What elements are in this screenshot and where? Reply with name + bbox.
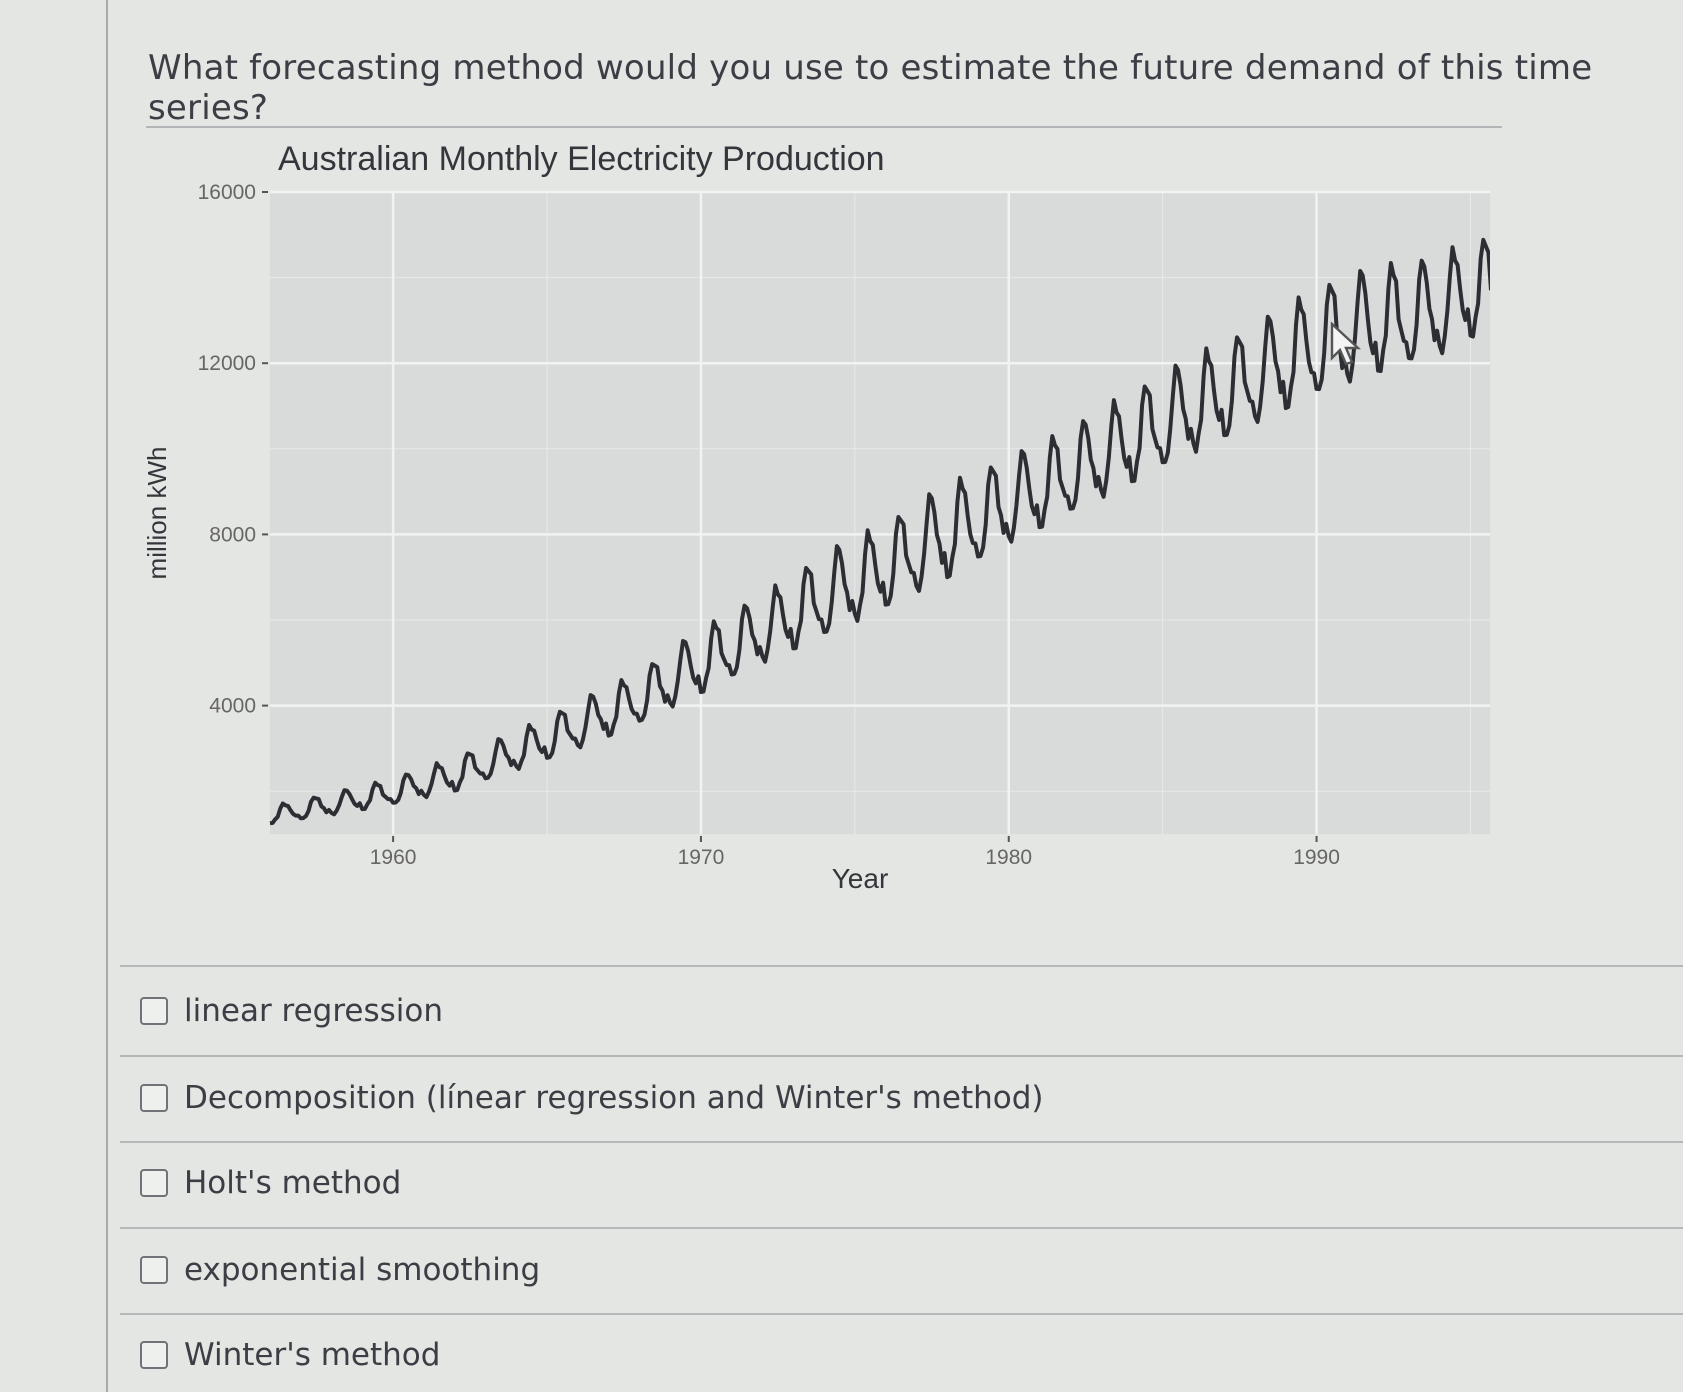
mouse-cursor-icon bbox=[1330, 322, 1362, 366]
option-divider bbox=[120, 1313, 1683, 1315]
y-axis-ticks: 4000 8000 12000 16000 bbox=[198, 181, 268, 718]
electricity-chart: Australian Monthly Electricity Productio… bbox=[140, 140, 1493, 910]
svg-text:16000: 16000 bbox=[198, 181, 256, 204]
option-divider bbox=[120, 1141, 1683, 1143]
option-label: linear regression bbox=[184, 993, 444, 1029]
svg-text:8000: 8000 bbox=[209, 523, 256, 546]
svg-text:1960: 1960 bbox=[370, 846, 417, 869]
gridlines bbox=[270, 190, 1492, 834]
page-edge-divider bbox=[106, 0, 108, 1392]
option-label: exponential smoothing bbox=[184, 1252, 541, 1288]
checkbox[interactable] bbox=[140, 1341, 168, 1369]
plot-panel bbox=[270, 192, 1492, 834]
y-axis-label: million kWh bbox=[142, 447, 172, 580]
checkbox[interactable] bbox=[140, 1169, 168, 1197]
svg-text:1980: 1980 bbox=[985, 846, 1032, 869]
x-axis-ticks: 1960 1970 1980 1990 bbox=[370, 836, 1340, 869]
svg-text:4000: 4000 bbox=[209, 695, 256, 718]
checkbox[interactable] bbox=[140, 1084, 168, 1112]
option-label: Holt's method bbox=[184, 1165, 402, 1201]
question-text: What forecasting method would you use to… bbox=[148, 48, 1593, 128]
x-axis-label: Year bbox=[832, 863, 889, 894]
option-label: Decomposition (línear regression and Win… bbox=[184, 1080, 1044, 1116]
option-linear-regression[interactable]: linear regression bbox=[140, 993, 443, 1029]
svg-text:1970: 1970 bbox=[678, 846, 725, 869]
checkbox[interactable] bbox=[140, 1256, 168, 1284]
chart-svg: Australian Monthly Electricity Productio… bbox=[142, 140, 1493, 894]
option-holts-method[interactable]: Holt's method bbox=[140, 1165, 401, 1201]
svg-text:12000: 12000 bbox=[198, 352, 256, 375]
electricity-line bbox=[269, 237, 1493, 826]
option-winters-method[interactable]: Winter's method bbox=[140, 1337, 440, 1373]
option-decomposition[interactable]: Decomposition (línear regression and Win… bbox=[140, 1080, 1043, 1116]
option-divider bbox=[120, 1055, 1683, 1057]
option-divider bbox=[120, 965, 1683, 967]
option-exponential-smoothing[interactable]: exponential smoothing bbox=[140, 1252, 540, 1288]
question-divider bbox=[146, 126, 1502, 128]
chart-title: Australian Monthly Electricity Productio… bbox=[278, 140, 885, 178]
option-divider bbox=[120, 1227, 1683, 1229]
svg-text:1990: 1990 bbox=[1293, 846, 1340, 869]
checkbox[interactable] bbox=[140, 997, 168, 1025]
option-label: Winter's method bbox=[184, 1337, 441, 1373]
